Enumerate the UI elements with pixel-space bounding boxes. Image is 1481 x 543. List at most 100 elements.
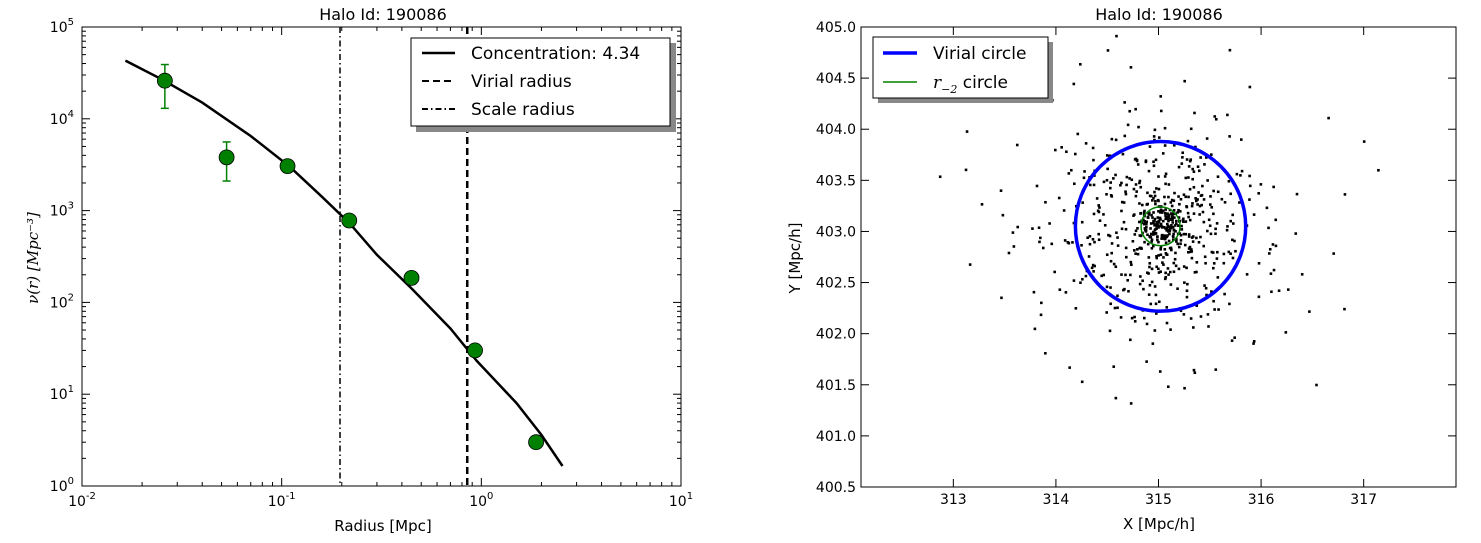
particle [1129,402,1133,405]
particle [1170,212,1173,215]
particle [1159,208,1163,212]
left-x-tick-label: 100 [469,491,493,510]
particle [1159,223,1163,227]
particle [1146,216,1150,219]
particle [1171,225,1175,229]
particle [1274,244,1278,248]
particle [1114,138,1118,142]
particle [1199,235,1202,239]
data-point [218,149,235,166]
particle [1035,184,1039,188]
right-y-tick-label: 403.5 [816,173,856,189]
left-y-axis-label-group: ν(r) [Mpc⁻³] [24,212,42,304]
particle [1204,261,1207,265]
particle [1165,321,1169,325]
particle [1131,239,1135,243]
particle [1222,252,1226,256]
particle [1209,232,1213,236]
particle [1120,273,1123,276]
particle [1228,48,1232,52]
particle [1203,284,1206,287]
particle [1143,228,1147,232]
particle [1116,294,1119,298]
particle [1173,191,1176,195]
particle [1102,273,1106,277]
particle [1153,128,1157,132]
particle [1195,270,1198,274]
particle [1214,117,1218,121]
particle [1161,235,1164,238]
particle [1248,174,1251,178]
particle [1202,220,1206,224]
particle [1149,222,1153,225]
particle [1207,325,1210,328]
particle [1119,183,1122,187]
particle [1229,219,1233,223]
particles [938,34,1380,405]
particle [1156,223,1159,227]
particle [1144,159,1148,162]
particle [1179,233,1183,237]
particle [1186,139,1190,143]
particle [1277,289,1281,293]
legend-label-r2: r−2 circle [933,73,1008,96]
particle [1067,172,1071,175]
particle [1188,245,1192,249]
particle [980,203,984,206]
particle [1033,327,1037,331]
particle [1139,185,1143,189]
data-point [341,212,358,229]
particle [1130,316,1134,320]
particle [1112,365,1116,368]
particle [1105,154,1109,157]
particle [1041,246,1045,250]
particle [1216,250,1219,254]
particle [1138,181,1141,185]
particle [1233,336,1236,339]
particle [1215,222,1219,225]
particle [1216,190,1220,194]
particle [1152,230,1155,234]
particle [1165,226,1169,230]
particle [1259,183,1263,186]
particle [1327,116,1330,120]
particle [1197,169,1201,173]
particle [1182,217,1185,221]
particle [1295,192,1299,196]
particle [1164,275,1168,279]
particle [1097,204,1100,207]
particle [1012,245,1016,248]
particle [1147,272,1150,275]
particle [1154,302,1158,306]
particle [1272,185,1275,189]
particle [1230,339,1234,342]
particle [1143,240,1146,244]
particle [1213,115,1217,118]
particle [1193,371,1197,375]
particle [1124,190,1127,193]
left-legend: Concentration: 4.34 Virial radius Scale ra… [410,37,676,132]
particle [1145,203,1149,206]
data-point [156,72,173,89]
particle [1011,231,1015,234]
particle [1148,211,1151,215]
particle [1199,156,1202,159]
right-y-tick-label: 405.0 [816,20,856,36]
particle [1194,197,1197,200]
right-y-axis-label: Y [Mpc/h] [786,223,804,295]
particle [1229,192,1232,196]
particle [1284,331,1288,334]
particle [1090,266,1094,270]
particle [1080,220,1084,224]
particle [1172,261,1176,265]
particle [1097,238,1101,242]
particle [1181,218,1185,222]
particle [1154,232,1158,235]
particle [1257,261,1261,265]
particle [1166,267,1170,270]
particle [1161,219,1165,223]
particle [1122,220,1126,224]
particle [1181,156,1184,159]
particle [1154,312,1158,315]
